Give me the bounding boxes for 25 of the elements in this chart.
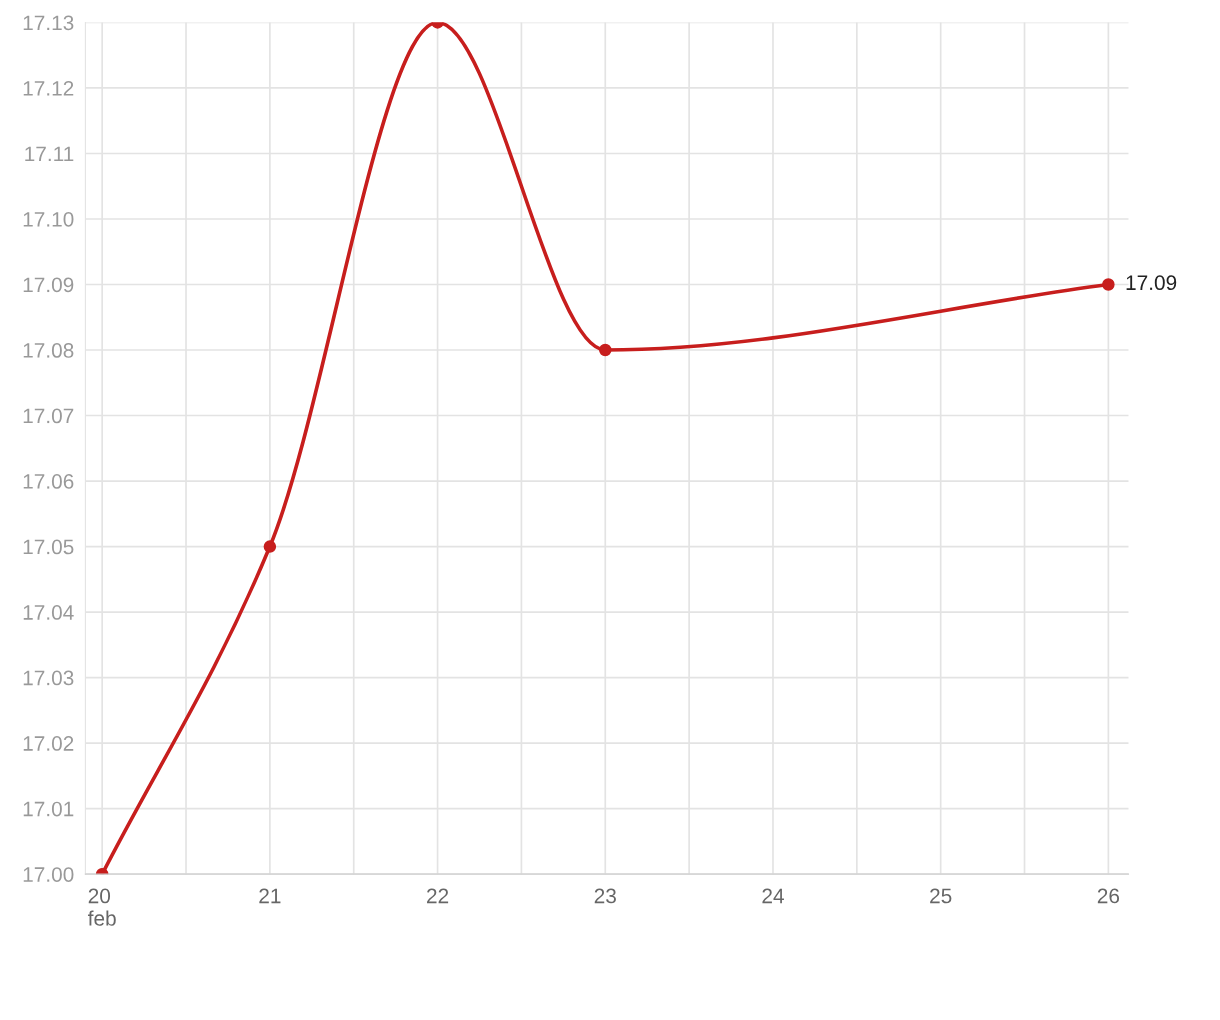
y-tick-label: 17.13 <box>23 15 74 31</box>
point <box>263 540 277 553</box>
x-tick-label: 20 feb <box>87 888 116 926</box>
y-tick-label: 17.06 <box>23 474 74 489</box>
y-tick-label: 17.11 <box>25 146 74 162</box>
y-tick-label: 17.08 <box>23 343 74 358</box>
y-tick-label: 17.03 <box>23 670 74 686</box>
y-tick-label: 17.12 <box>23 80 74 96</box>
y-tick-label: 17.00 <box>23 867 74 882</box>
x-tick-label: 21 <box>259 888 281 904</box>
y-tick-label: 17.02 <box>23 736 74 751</box>
y-tick-label: 17.04 <box>23 605 74 620</box>
x-tick-label: 26 <box>1097 888 1120 904</box>
x-tick-label: 24 <box>762 888 784 904</box>
data-label: 17.09 <box>1126 275 1177 291</box>
y-tick-label: 17.10 <box>23 211 74 227</box>
y-tick-label: 17.09 <box>23 277 74 293</box>
point <box>599 343 612 357</box>
y-tick-label: 17.07 <box>23 408 74 424</box>
y-tick-label: 17.01 <box>23 801 74 817</box>
y-tick-label: 17.05 <box>23 539 74 555</box>
x-tick-label: 22 <box>427 888 449 904</box>
x-tick-label: 25 <box>930 888 952 904</box>
x-tick-label: 23 <box>594 888 616 904</box>
point <box>1102 278 1115 291</box>
